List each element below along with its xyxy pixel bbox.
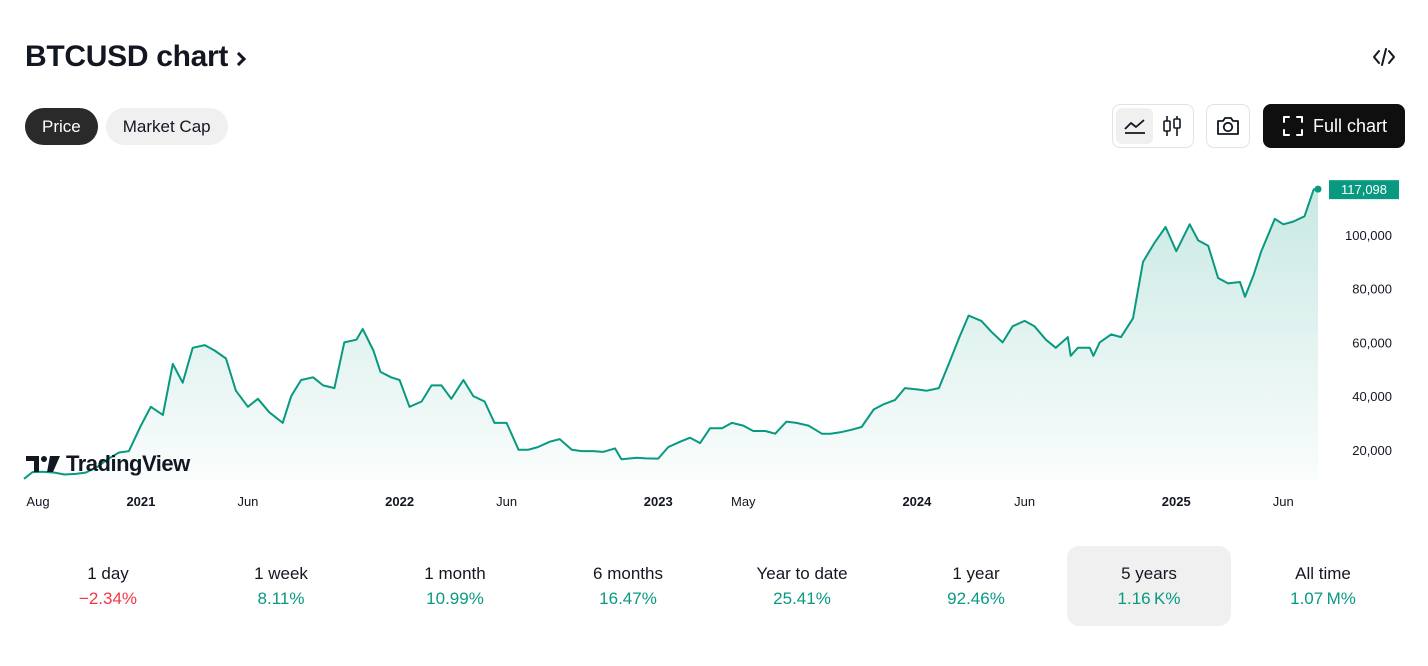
period-year-to-date[interactable]: Year to date 25.41% bbox=[720, 546, 884, 626]
y-tick-label: 40,000 bbox=[1352, 389, 1392, 404]
period-1-month[interactable]: 1 month 10.99% bbox=[373, 546, 537, 626]
x-tick-label: Jun bbox=[496, 494, 517, 509]
period-label: 6 months bbox=[593, 563, 663, 583]
page-title: BTCUSD chart bbox=[25, 40, 229, 73]
period-change: 1.07 M% bbox=[1290, 588, 1356, 608]
tradingview-logo[interactable]: TradingView bbox=[26, 451, 190, 477]
camera-icon bbox=[1217, 117, 1239, 135]
chart-type-tabs: Price Market Cap bbox=[25, 108, 228, 145]
period-all-time[interactable]: All time 1.07 M% bbox=[1241, 546, 1405, 626]
x-tick-label: Jun bbox=[1014, 494, 1035, 509]
candlestick-icon bbox=[1162, 116, 1181, 136]
chevron-right-icon bbox=[232, 51, 247, 67]
chart-title-link[interactable]: BTCUSD chart bbox=[25, 40, 247, 74]
full-chart-label: Full chart bbox=[1312, 115, 1388, 136]
embed-code-button[interactable] bbox=[1370, 44, 1398, 70]
period-change: −2.34% bbox=[78, 588, 138, 608]
tradingview-logo-text: TradingView bbox=[66, 451, 190, 476]
snapshot-button[interactable] bbox=[1206, 104, 1250, 148]
code-icon bbox=[1373, 48, 1395, 66]
period-label: 1 week bbox=[254, 563, 308, 583]
period-change: 1.16 K% bbox=[1117, 588, 1181, 608]
area-style-button[interactable] bbox=[1116, 108, 1153, 144]
period-change: 92.46% bbox=[947, 588, 1005, 608]
x-tick-label: Jun bbox=[1273, 494, 1294, 509]
area-chart-icon bbox=[1123, 119, 1145, 134]
period-1-year[interactable]: 1 year 92.46% bbox=[894, 546, 1058, 626]
candles-style-button[interactable] bbox=[1153, 108, 1190, 144]
chart-style-group bbox=[1112, 104, 1194, 148]
period-label: 1 year bbox=[952, 563, 1000, 583]
period-label: Year to date bbox=[756, 563, 848, 583]
period-label: 1 month bbox=[424, 563, 486, 583]
x-tick-label: 2021 bbox=[126, 494, 155, 509]
fullscreen-icon bbox=[1282, 116, 1303, 136]
last-price-dot bbox=[1314, 185, 1322, 193]
period-label: 5 years bbox=[1121, 563, 1177, 583]
period-change: 16.47% bbox=[599, 588, 657, 608]
y-tick-label: 60,000 bbox=[1352, 335, 1392, 350]
period-5-years[interactable]: 5 years 1.16 K% bbox=[1067, 546, 1231, 626]
x-tick-label: May bbox=[731, 494, 756, 509]
price-line bbox=[23, 188, 1319, 480]
price-chart[interactable]: 20,000 40,000 60,000 80,000 100,000 Aug 2021 J… bbox=[0, 160, 1428, 520]
period-6-months[interactable]: 6 months 16.47% bbox=[546, 546, 710, 626]
period-label: All time bbox=[1295, 563, 1351, 583]
x-tick-label: 2023 bbox=[644, 494, 673, 509]
period-change: 8.11% bbox=[257, 588, 305, 608]
y-tick-label: 80,000 bbox=[1352, 282, 1392, 297]
full-chart-button[interactable]: Full chart bbox=[1263, 104, 1405, 148]
period-performance-row: 1 day −2.34% 1 week 8.11% 1 month 10.99%… bbox=[22, 546, 1414, 626]
x-tick-label: 2022 bbox=[385, 494, 414, 509]
tv-logo-icon bbox=[26, 456, 60, 472]
period-1-week[interactable]: 1 week 8.11% bbox=[199, 546, 363, 626]
y-tick-label: 20,000 bbox=[1352, 443, 1392, 458]
x-tick-label: Aug bbox=[26, 494, 49, 509]
tab-price[interactable]: Price bbox=[25, 108, 98, 145]
last-price-label: 117,098 bbox=[1341, 182, 1387, 197]
period-label: 1 day bbox=[87, 563, 129, 583]
period-1-day[interactable]: 1 day −2.34% bbox=[26, 546, 190, 626]
last-price-badge bbox=[1329, 180, 1399, 200]
x-tick-label: Jun bbox=[237, 494, 258, 509]
tab-market-cap[interactable]: Market Cap bbox=[105, 108, 228, 145]
period-change: 25.41% bbox=[773, 588, 831, 608]
y-tick-label: 100,000 bbox=[1345, 228, 1392, 243]
x-tick-label: 2024 bbox=[902, 494, 932, 509]
period-change: 10.99% bbox=[426, 588, 484, 608]
price-area-fill bbox=[24, 189, 1318, 480]
x-tick-label: 2025 bbox=[1162, 494, 1191, 509]
